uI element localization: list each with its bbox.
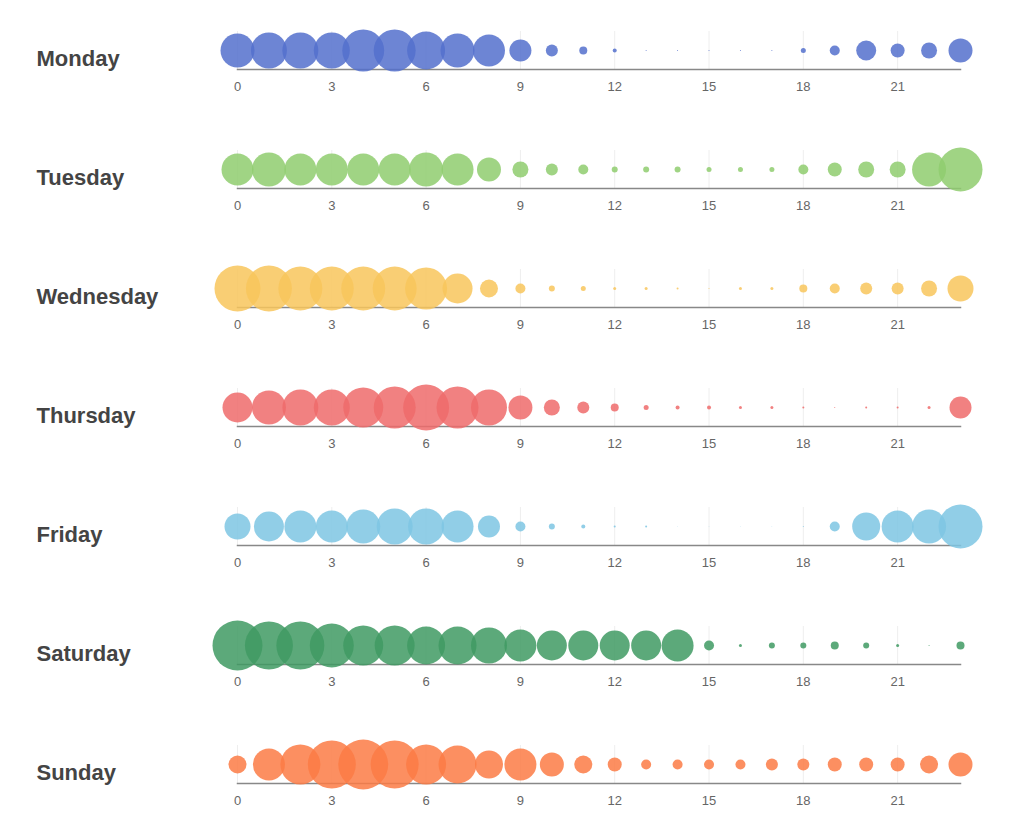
svg-text:3: 3	[328, 436, 335, 451]
svg-text:0: 0	[234, 793, 241, 808]
svg-text:Friday: Friday	[37, 522, 104, 547]
svg-text:6: 6	[422, 79, 429, 94]
svg-text:18: 18	[796, 317, 810, 332]
svg-text:15: 15	[702, 198, 716, 213]
svg-text:0: 0	[234, 198, 241, 213]
svg-text:Tuesday: Tuesday	[37, 165, 125, 190]
svg-text:9: 9	[517, 436, 524, 451]
svg-text:3: 3	[328, 317, 335, 332]
svg-text:Monday: Monday	[37, 46, 121, 71]
svg-text:12: 12	[607, 555, 621, 570]
svg-text:15: 15	[702, 674, 716, 689]
svg-text:18: 18	[796, 198, 810, 213]
svg-text:0: 0	[234, 79, 241, 94]
svg-text:21: 21	[890, 793, 904, 808]
svg-text:6: 6	[422, 317, 429, 332]
svg-text:15: 15	[702, 436, 716, 451]
svg-text:0: 0	[234, 555, 241, 570]
svg-text:12: 12	[607, 674, 621, 689]
svg-text:6: 6	[422, 793, 429, 808]
svg-text:6: 6	[422, 198, 429, 213]
svg-text:9: 9	[517, 317, 524, 332]
svg-text:21: 21	[890, 317, 904, 332]
svg-text:Thursday: Thursday	[37, 403, 137, 428]
svg-text:12: 12	[607, 436, 621, 451]
svg-text:15: 15	[702, 79, 716, 94]
svg-text:0: 0	[234, 436, 241, 451]
svg-text:3: 3	[328, 555, 335, 570]
svg-text:Wednesday: Wednesday	[37, 284, 160, 309]
svg-text:18: 18	[796, 79, 810, 94]
svg-text:6: 6	[422, 436, 429, 451]
svg-text:15: 15	[702, 317, 716, 332]
svg-text:12: 12	[607, 793, 621, 808]
svg-text:Sunday: Sunday	[37, 760, 117, 785]
svg-text:9: 9	[517, 79, 524, 94]
svg-text:12: 12	[607, 198, 621, 213]
svg-text:15: 15	[702, 555, 716, 570]
svg-text:3: 3	[328, 198, 335, 213]
svg-text:6: 6	[422, 674, 429, 689]
svg-text:21: 21	[890, 198, 904, 213]
svg-text:3: 3	[328, 79, 335, 94]
svg-text:21: 21	[890, 79, 904, 94]
svg-text:9: 9	[517, 793, 524, 808]
svg-text:12: 12	[607, 317, 621, 332]
svg-text:9: 9	[517, 198, 524, 213]
svg-text:18: 18	[796, 555, 810, 570]
svg-text:9: 9	[517, 674, 524, 689]
svg-text:3: 3	[328, 674, 335, 689]
svg-text:9: 9	[517, 555, 524, 570]
svg-text:15: 15	[702, 793, 716, 808]
svg-text:3: 3	[328, 793, 335, 808]
svg-text:Saturday: Saturday	[37, 641, 132, 666]
svg-text:18: 18	[796, 674, 810, 689]
svg-text:21: 21	[890, 436, 904, 451]
svg-text:18: 18	[796, 793, 810, 808]
svg-text:21: 21	[890, 674, 904, 689]
svg-text:21: 21	[890, 555, 904, 570]
svg-text:12: 12	[607, 79, 621, 94]
svg-text:18: 18	[796, 436, 810, 451]
svg-text:0: 0	[234, 674, 241, 689]
svg-text:0: 0	[234, 317, 241, 332]
svg-text:6: 6	[422, 555, 429, 570]
